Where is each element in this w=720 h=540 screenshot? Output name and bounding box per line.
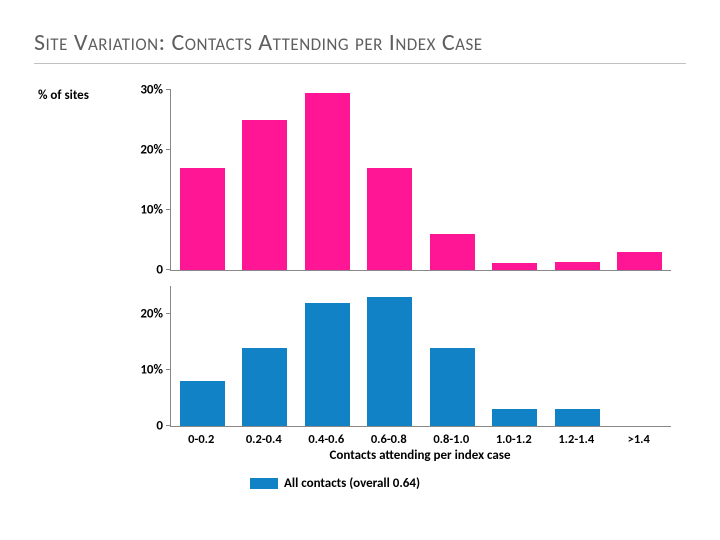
bar-top bbox=[180, 168, 225, 270]
slide: Site Variation: Contacts Attending per I… bbox=[0, 0, 720, 540]
legend-swatch bbox=[250, 478, 278, 489]
bar-top bbox=[617, 252, 662, 270]
x-tick-label: 0.4-0.6 bbox=[308, 432, 344, 447]
x-tick-label: 1.0-1.2 bbox=[496, 432, 532, 447]
legend-text: All contacts (overall 0.64) bbox=[284, 476, 420, 491]
bar-bottom bbox=[492, 409, 537, 426]
y-tick-label: 10% bbox=[140, 363, 171, 378]
x-tick-label: 0.2-0.4 bbox=[246, 432, 282, 447]
bar-top bbox=[242, 120, 287, 270]
bar-bottom bbox=[555, 409, 600, 426]
y-tick-label: 0 bbox=[156, 419, 171, 434]
bar-top bbox=[305, 93, 350, 270]
y-tick-label: 30% bbox=[140, 83, 171, 98]
x-tick-label: >1.4 bbox=[628, 432, 650, 447]
y-tick-mark bbox=[166, 425, 171, 426]
y-tick-label: 0 bbox=[156, 263, 171, 278]
chart-panel-top: 010%20%30% bbox=[170, 90, 671, 271]
bar-top bbox=[492, 263, 537, 270]
x-tick-label: 0.8-1.0 bbox=[433, 432, 469, 447]
x-tick-label: 1.2-1.4 bbox=[558, 432, 594, 447]
chart-region: 010%20%30%010%20%0-0.20.2-0.40.4-0.60.6-… bbox=[170, 90, 670, 430]
bar-bottom bbox=[430, 348, 475, 426]
y-tick-mark bbox=[166, 313, 171, 314]
y-tick-mark bbox=[166, 369, 171, 370]
bar-top bbox=[367, 168, 412, 270]
bar-bottom bbox=[305, 303, 350, 426]
bar-bottom bbox=[242, 348, 287, 426]
y-tick-label: 20% bbox=[140, 307, 171, 322]
bar-top bbox=[430, 234, 475, 270]
y-tick-mark bbox=[166, 269, 171, 270]
legend: All contacts (overall 0.64) bbox=[250, 476, 420, 491]
y-axis-label: % of sites bbox=[38, 88, 89, 103]
y-tick-mark bbox=[166, 89, 171, 90]
chart-panel-bottom: 010%20% bbox=[170, 286, 671, 427]
y-tick-label: 10% bbox=[140, 203, 171, 218]
page-title: Site Variation: Contacts Attending per I… bbox=[34, 28, 686, 64]
x-tick-label: 0.6-0.8 bbox=[371, 432, 407, 447]
y-tick-mark bbox=[166, 209, 171, 210]
x-tick-label: 0-0.2 bbox=[188, 432, 214, 447]
bar-bottom bbox=[180, 381, 225, 426]
y-tick-label: 20% bbox=[140, 143, 171, 158]
bar-top bbox=[555, 262, 600, 270]
bar-bottom bbox=[367, 297, 412, 426]
y-tick-mark bbox=[166, 149, 171, 150]
x-axis-title: Contacts attending per index case bbox=[170, 448, 670, 463]
